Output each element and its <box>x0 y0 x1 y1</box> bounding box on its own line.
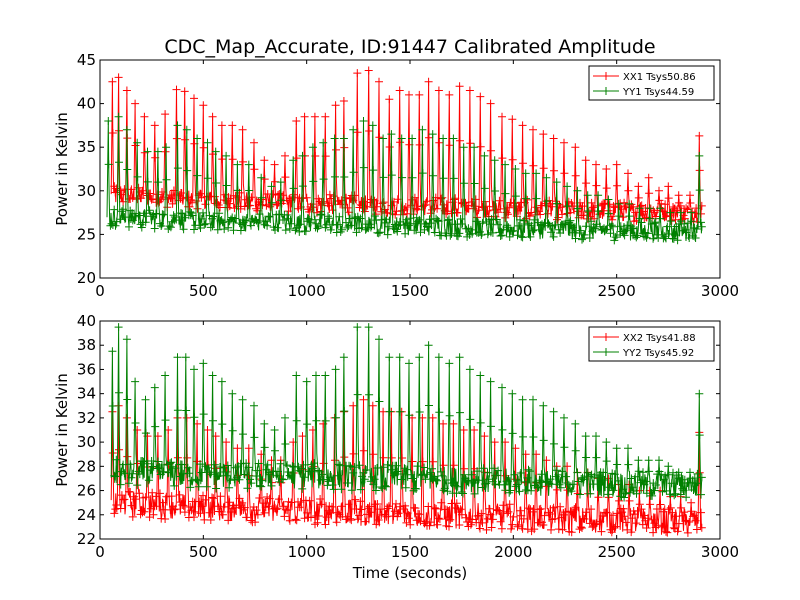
top-x-tick-label: 2000 <box>494 282 532 300</box>
top-legend-box <box>588 65 715 101</box>
top-x-tick-label: 1500 <box>391 282 429 300</box>
bottom-legend-label: YY2 Tsys45.92 <box>622 348 694 359</box>
bottom-legend: XX2 Tsys41.88 YY2 Tsys45.92 <box>588 326 715 362</box>
bottom-y-tick-label: 28 <box>77 457 96 475</box>
bottom-y-tick-label: 24 <box>77 506 96 524</box>
bottom-y-tick-label: 36 <box>77 360 96 378</box>
bottom-x-tick-label: 1000 <box>288 543 326 561</box>
bottom-legend-marker <box>602 348 610 356</box>
top-legend-label: YY1 Tsys44.59 <box>622 87 694 98</box>
bottom-y-tick-label: 38 <box>77 336 96 354</box>
top-y-tick-label: 45 <box>77 51 96 69</box>
top-x-tick-label: 500 <box>189 282 218 300</box>
bottom-y-tick-label: 32 <box>77 409 96 427</box>
top-x-tick-label: 1000 <box>288 282 326 300</box>
bottom-y-tick-label: 22 <box>77 530 96 548</box>
bottom-x-tick-label: 2500 <box>598 543 636 561</box>
top-y-tick-label: 40 <box>77 95 96 113</box>
bottom-x-tick-label: 3000 <box>701 543 739 561</box>
top-legend-marker <box>602 72 610 80</box>
top-axes: 0 500 1000 1500 2000 2500 3000 20 25 30 35 40 45 Pow… <box>53 51 739 300</box>
bottom-y-tick-label: 34 <box>77 385 96 403</box>
bottom-y-tick-label: 40 <box>77 312 96 330</box>
bottom-y-tick-label: 26 <box>77 482 96 500</box>
top-y-tick-label: 20 <box>77 269 96 287</box>
bottom-legend-label: XX2 Tsys41.88 <box>623 333 696 344</box>
bottom-axis-ticks: 0 500 1000 1500 2000 2500 3000 22 24 26 28 30 32 34 36… <box>77 312 739 561</box>
top-y-tick-label: 25 <box>77 225 96 243</box>
bottom-legend-marker <box>602 333 610 341</box>
top-x-tick-label: 0 <box>95 282 105 300</box>
top-series-markers-2 <box>104 112 706 245</box>
top-x-tick-label: 2500 <box>598 282 636 300</box>
bottom-axes: 0 500 1000 1500 2000 2500 3000 22 24 26 28 30 32 34 36… <box>53 312 739 582</box>
top-legend-label: XX1 Tsys50.86 <box>623 72 696 83</box>
x-axis-label: Time (seconds) <box>352 564 468 582</box>
bottom-x-tick-label: 0 <box>95 543 105 561</box>
bottom-x-tick-label: 1500 <box>391 543 429 561</box>
bottom-x-tick-label: 500 <box>189 543 218 561</box>
top-x-tick-label: 3000 <box>701 282 739 300</box>
figure-title: CDC_Map_Accurate, ID:91447 Calibrated Am… <box>164 36 655 58</box>
bottom-y-tick-label: 30 <box>77 433 96 451</box>
bottom-y-axis-label: Power in Kelvin <box>53 373 71 487</box>
bottom-series-markers-2 <box>108 323 706 502</box>
bottom-legend-box <box>588 326 715 362</box>
top-axis-ticks: 0 500 1000 1500 2000 2500 3000 20 25 30 35 40 45 <box>77 51 739 300</box>
bottom-x-tick-label: 2000 <box>494 543 532 561</box>
top-legend-marker <box>602 87 610 95</box>
top-plot-area <box>104 66 706 245</box>
top-y-tick-label: 35 <box>77 138 96 156</box>
top-y-tick-label: 30 <box>77 182 96 200</box>
bottom-plot-area <box>108 323 706 537</box>
top-legend: XX1 Tsys50.86 YY1 Tsys44.59 <box>588 65 715 101</box>
top-y-axis-label: Power in Kelvin <box>53 112 71 226</box>
